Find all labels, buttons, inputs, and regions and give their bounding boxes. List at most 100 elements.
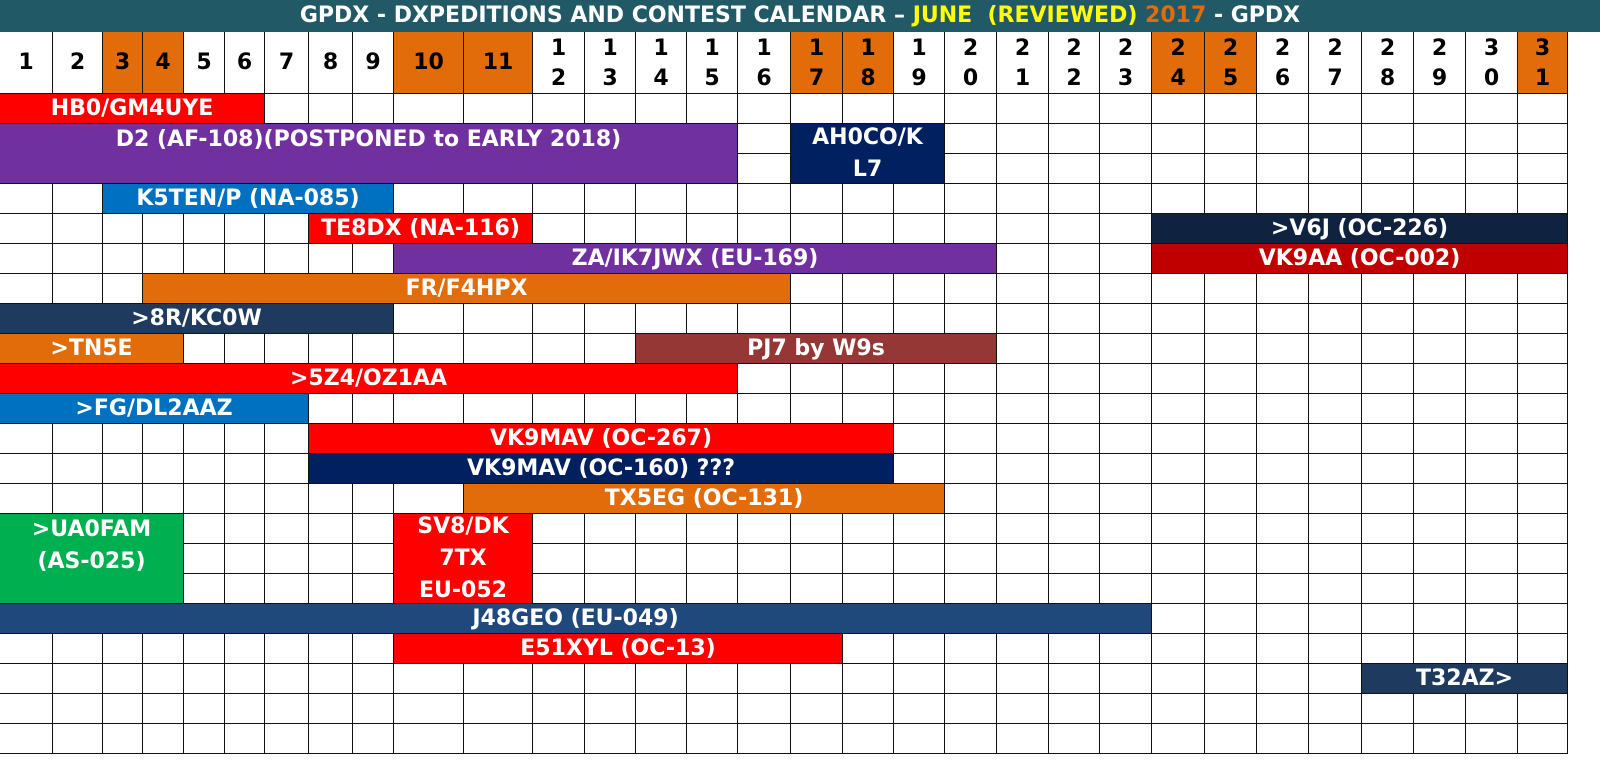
grid-cell [1518,394,1568,424]
grid-cell [1049,394,1100,424]
grid-cell [997,184,1049,214]
event-bar: J48GEO (EU-049) [0,604,1152,634]
grid-cell [1518,484,1568,514]
day-header-22: 2 2 [1049,32,1100,94]
grid-cell [309,694,353,724]
grid-cell [1466,544,1518,574]
grid-cell [353,694,394,724]
grid-cell [997,544,1049,574]
grid-cell [1414,124,1466,154]
grid-cell [1205,274,1257,304]
title-suffix: - GPDX [1206,3,1301,28]
grid-cell [1100,664,1152,694]
grid-cell [1152,454,1205,484]
grid-cell [1205,694,1257,724]
grid-cell [997,124,1049,154]
grid-cell [1414,274,1466,304]
event-bar: PJ7 by W9s [636,334,997,364]
grid-cell [0,634,53,664]
grid-cell [464,184,533,214]
grid-cell [1518,334,1568,364]
grid-cell [687,724,738,754]
grid-cell [791,184,843,214]
day-header-6: 6 [225,32,265,94]
grid-cell [945,544,997,574]
grid-cell [184,424,225,454]
event-bar: K5TEN/P (NA-085) [103,184,394,214]
grid-cell [533,694,585,724]
event-bar: >UA0FAM (AS-025) [0,514,184,604]
grid-cell [1518,184,1568,214]
grid-cell [1518,424,1568,454]
grid-cell [1205,304,1257,334]
grid-cell [1049,424,1100,454]
grid-cell [353,664,394,694]
grid-cell [843,514,894,544]
event-bar: ZA/IK7JWX (EU-169) [394,244,997,274]
grid-cell [1466,424,1518,454]
day-header-21: 2 1 [997,32,1049,94]
grid-cell [1466,394,1518,424]
grid-cell [103,694,143,724]
grid-cell [1152,424,1205,454]
grid-cell [738,214,791,244]
grid-cell [1309,634,1362,664]
grid-cell [353,514,394,544]
grid-cell [945,94,997,124]
grid-cell [1414,634,1466,664]
grid-cell [997,304,1049,334]
day-header-4: 4 [143,32,184,94]
grid-cell [1152,274,1205,304]
grid-cell [0,484,53,514]
grid-cell [894,214,945,244]
grid-cell [1100,244,1152,274]
grid-cell [1466,364,1518,394]
grid-cell [533,574,585,604]
grid-cell [394,664,464,694]
grid-cell [1362,124,1414,154]
grid-cell [1152,334,1205,364]
grid-cell [1414,304,1466,334]
event-bar: >FG/DL2AAZ [0,394,309,424]
grid-cell [738,544,791,574]
grid-cell [1152,304,1205,334]
grid-cell [1205,364,1257,394]
grid-cell [1309,184,1362,214]
grid-cell [0,184,53,214]
grid-cell [1205,604,1257,634]
grid-cell [945,574,997,604]
grid-cell [843,574,894,604]
grid-cell [1152,484,1205,514]
grid-cell [636,214,687,244]
grid-cell [1414,334,1466,364]
grid-cell [184,514,225,544]
grid-cell [1257,424,1309,454]
grid-cell [1049,184,1100,214]
grid-cell [1049,274,1100,304]
grid-cell [894,94,945,124]
day-header-20: 2 0 [945,32,997,94]
grid-cell [394,724,464,754]
grid-cell [894,184,945,214]
grid-cell [1362,454,1414,484]
grid-cell [945,304,997,334]
grid-cell [1466,604,1518,634]
grid-cell [1205,634,1257,664]
day-header-30: 3 0 [1466,32,1518,94]
day-header-25: 2 5 [1205,32,1257,94]
grid-cell [265,244,309,274]
grid-cell [1100,454,1152,484]
grid-cell [1309,364,1362,394]
grid-cell [103,724,143,754]
grid-cell [791,514,843,544]
grid-cell [1362,424,1414,454]
grid-cell [533,394,585,424]
grid-cell [0,724,53,754]
grid-cell [997,694,1049,724]
grid-cell [1466,274,1518,304]
grid-cell [997,724,1049,754]
grid-cell [687,304,738,334]
grid-cell [1100,394,1152,424]
grid-cell [533,94,585,124]
grid-cell [1518,274,1568,304]
